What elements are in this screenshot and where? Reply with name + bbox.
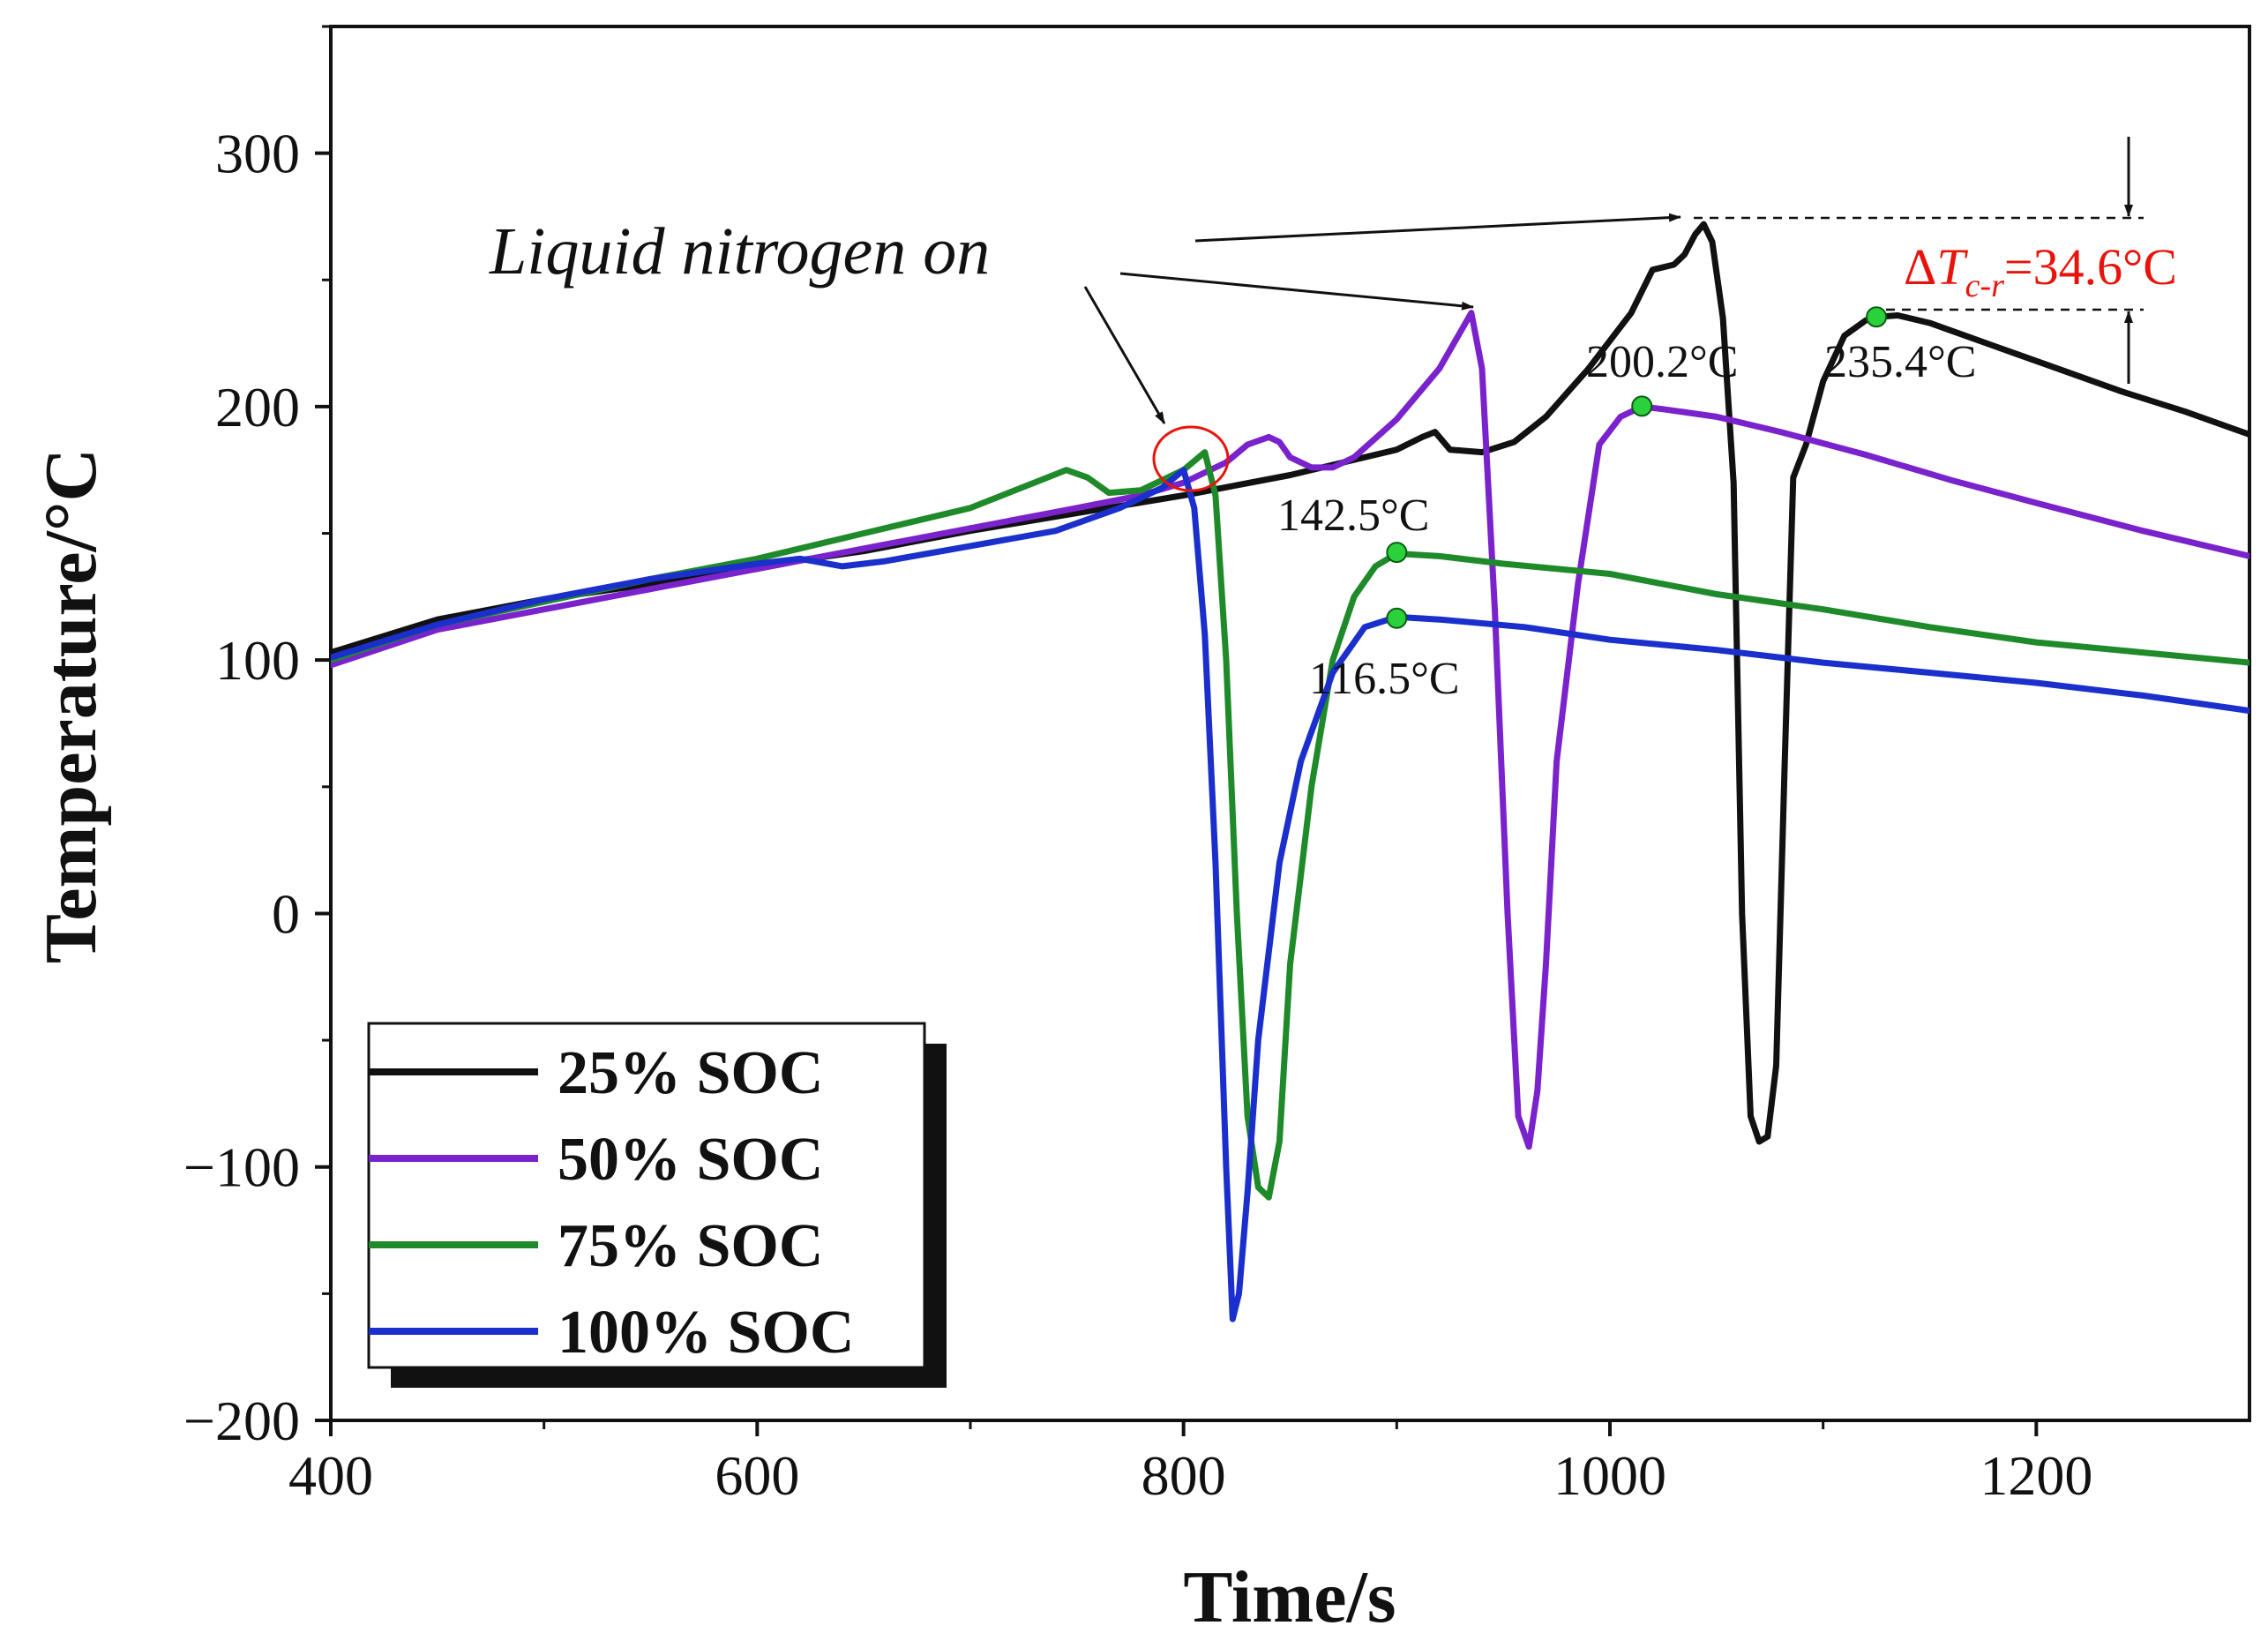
nitrogen-annotation: Liquid nitrogen on [489, 213, 1681, 492]
delta-t-label: ΔTc-r=34.6°C [1904, 238, 2177, 304]
nitrogen-arrow-onset [1083, 286, 1166, 424]
peak-marker [1386, 542, 1408, 564]
legend-box [367, 1022, 926, 1369]
y-axis-ticks: −200 −100 0 100 200 300 [183, 25, 331, 1452]
x-axis-title: Time/s [1183, 1556, 1396, 1638]
x-tick-label: 400 [288, 1444, 373, 1507]
peak-label-50: 200.2°C [1586, 337, 1738, 387]
peak-markers [1386, 306, 1888, 629]
x-tick-label: 800 [1141, 1444, 1226, 1507]
legend-label: 50% SOC [558, 1126, 823, 1194]
y-tick-label: 300 [215, 123, 300, 185]
nitrogen-arrow-50 [1119, 272, 1474, 311]
legend-label: 100% SOC [558, 1299, 854, 1367]
series-line-100-soc [331, 467, 2249, 1322]
nitrogen-label: Liquid nitrogen on [489, 214, 990, 288]
y-tick-label: −100 [183, 1136, 300, 1199]
peak-label-100: 116.5°C [1309, 654, 1460, 704]
x-tick-label: 600 [715, 1444, 799, 1507]
series-line-50-soc [331, 310, 2249, 1150]
x-tick-label: 1200 [1980, 1444, 2092, 1507]
delta-t-annotation: ΔTc-r=34.6°C [1694, 137, 2177, 384]
peak-labels: 235.4°C 200.2°C 142.5°C 116.5°C [1277, 337, 1976, 704]
peak-label-75: 142.5°C [1277, 491, 1429, 541]
legend-label: 75% SOC [558, 1212, 823, 1280]
x-tick-label: 1000 [1553, 1444, 1666, 1507]
peak-marker [1631, 395, 1653, 417]
onset-circle [1152, 425, 1230, 492]
x-axis-ticks: 400 600 800 1000 1200 [288, 1420, 2092, 1507]
y-tick-label: 100 [215, 629, 300, 692]
y-tick-label: 0 [272, 882, 300, 945]
peak-marker [1386, 607, 1408, 629]
plot-frame [329, 25, 2251, 1422]
y-tick-label: −200 [183, 1390, 300, 1452]
peak-marker [1866, 306, 1888, 328]
y-axis-title: Temperature/°C [30, 448, 112, 963]
nitrogen-arrow-25 [1194, 213, 1681, 243]
y-tick-label: 200 [215, 376, 300, 438]
legend-label: 25% SOC [558, 1039, 823, 1107]
legend: 25% SOC 50% SOC 75% SOC 100% SOC [367, 1022, 947, 1388]
peak-label-25: 235.4°C [1824, 337, 1976, 387]
